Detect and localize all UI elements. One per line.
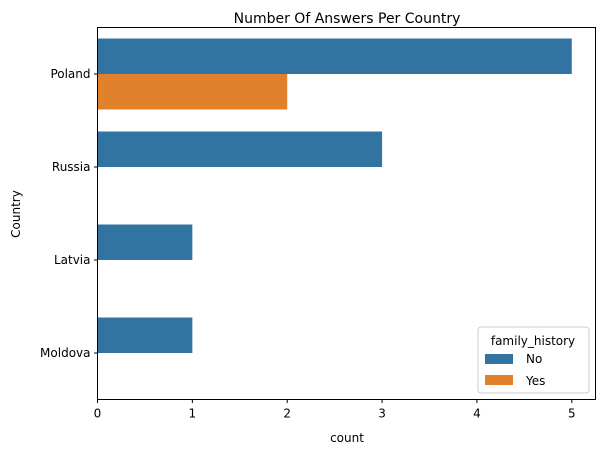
bar-poland-no: [97, 38, 572, 74]
y-tick-label-moldova: Moldova: [40, 346, 90, 360]
legend-title: family_history: [491, 334, 575, 348]
x-tick-label-5: 5: [568, 407, 576, 421]
plot-area-frame: [97, 27, 596, 400]
legend-label-yes: Yes: [525, 374, 545, 388]
bar-latvia-no: [97, 224, 193, 260]
x-tick-label-1: 1: [189, 407, 197, 421]
chart-title: Number Of Answers Per Country: [234, 11, 461, 27]
legend-swatch-no: [485, 354, 513, 364]
x-tick-label-4: 4: [473, 407, 481, 421]
y-tick-label-poland: Poland: [50, 67, 90, 81]
y-axis-ticks: Poland Russia Latvia Moldova: [40, 67, 98, 360]
x-tick-label-2: 2: [283, 407, 291, 421]
x-axis-label: count: [330, 431, 364, 445]
x-tick-label-3: 3: [378, 407, 386, 421]
legend: family_history No Yes: [477, 326, 590, 394]
bars-layer: [97, 38, 572, 353]
x-axis-ticks: 0 1 2 3 4 5: [94, 399, 576, 421]
y-tick-label-russia: Russia: [52, 160, 91, 174]
bar-russia-no: [97, 131, 383, 167]
bar-poland-yes: [97, 74, 288, 110]
y-tick-label-latvia: Latvia: [54, 253, 91, 267]
y-axis-label: Country: [9, 190, 23, 238]
bar-moldova-no: [97, 317, 193, 353]
legend-label-no: No: [526, 352, 542, 366]
legend-swatch-yes: [485, 375, 513, 385]
x-tick-label-0: 0: [94, 407, 102, 421]
